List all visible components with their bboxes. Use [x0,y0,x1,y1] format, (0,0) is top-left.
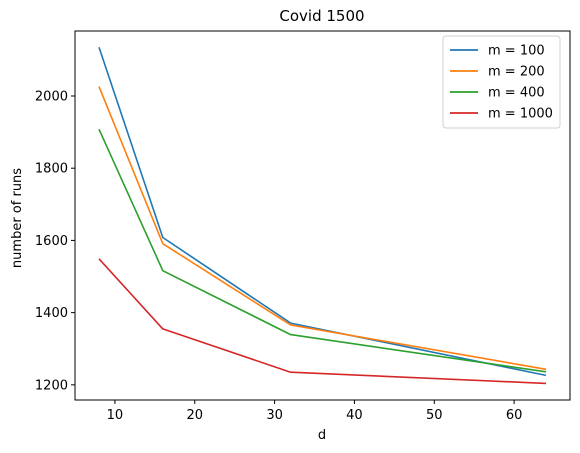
series-line-4 [98,258,547,385]
y-axis-ticks: 1200 1400 1600 1800 2000 [35,89,75,393]
x-tick-label: 30 [266,408,283,423]
y-tick-label: 1600 [35,234,68,249]
legend-label-3: m = 400 [488,86,545,101]
legend-label-2: m = 200 [488,65,545,80]
legend-label-4: m = 1000 [488,107,553,122]
legend: m = 100 m = 200 m = 400 m = 1000 [442,35,561,129]
x-axis-label: d [318,428,326,443]
series-line-2 [98,86,547,371]
plot-area: 10 20 30 40 50 60 1200 1400 1600 1800 2000 [35,30,571,423]
x-axis-ticks: 10 20 30 40 50 60 [107,400,523,423]
x-tick-label: 50 [426,408,443,423]
x-tick-label: 10 [107,408,124,423]
series-line-1 [98,46,547,377]
x-tick-label: 20 [186,408,203,423]
legend-box [442,35,561,129]
y-tick-label: 1400 [35,306,68,321]
y-axis-label: number of runs [10,168,25,268]
y-tick-label: 2000 [35,89,68,104]
x-tick-label: 40 [346,408,363,423]
x-tick-label: 60 [506,408,523,423]
plot-frame [74,30,571,401]
series-line-3 [98,128,547,373]
y-tick-label: 1800 [35,162,68,177]
chart-title: Covid 1500 [279,7,364,25]
y-tick-label: 1200 [35,378,68,393]
legend-label-1: m = 100 [488,44,545,59]
series-lines [98,46,547,385]
